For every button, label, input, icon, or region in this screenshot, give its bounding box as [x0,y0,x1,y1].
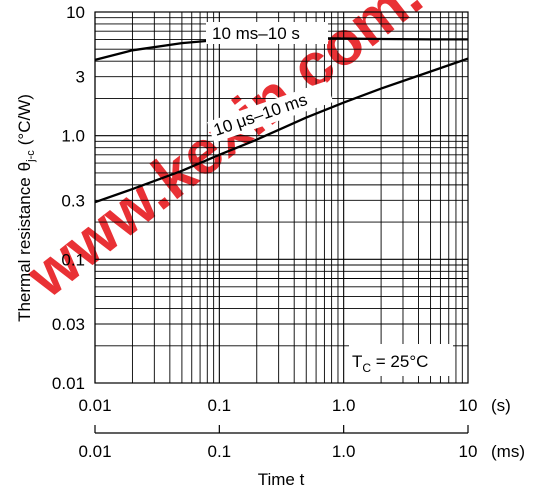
x-axis-seconds: 0.01 0.1 1.0 10 (s) [78,396,510,415]
y-tick-label: 0.03 [52,315,85,334]
plot-frame [94,11,469,384]
x-tick-label-s: 1.0 [332,396,356,415]
y-tick-label: 1.0 [61,127,85,146]
y-tick-labels: 0.01 0.03 0.1 0.3 1.0 3 10 [52,3,85,393]
y-tick-label: 3 [76,68,85,87]
y-axis-title: Thermal resistanceθj-c(°C/W) [15,94,37,322]
y-tick-label: 10 [66,3,85,22]
x-tick-label-ms: 10 [459,442,478,461]
x-tick-label-ms: 1.0 [332,442,356,461]
y-tick-label: 0.01 [52,374,85,393]
svg-text:TC = 25°C: TC = 25°C [352,352,428,375]
x-tick-label-ms: 0.1 [208,442,232,461]
x-unit-ms: (ms) [491,442,525,461]
series-line-2 [94,57,469,204]
temperature-annotation: TC = 25°C [349,344,453,376]
x-tick-label-s: 10 [459,396,478,415]
y-tick-label: 0.3 [61,191,85,210]
x-tick-label-s: 0.1 [208,396,232,415]
x-axis-milliseconds: 0.01 0.1 1.0 10 (ms) [78,425,525,461]
series-label-1: 10 ms–10 s [212,24,300,43]
x-tick-label-s: 0.01 [78,396,111,415]
x-tick-label-ms: 0.01 [78,442,111,461]
x-unit-s: (s) [491,396,511,415]
y-tick-label: 0.1 [61,250,85,269]
x-axis-title: Time t [258,470,305,489]
grid [94,12,468,384]
